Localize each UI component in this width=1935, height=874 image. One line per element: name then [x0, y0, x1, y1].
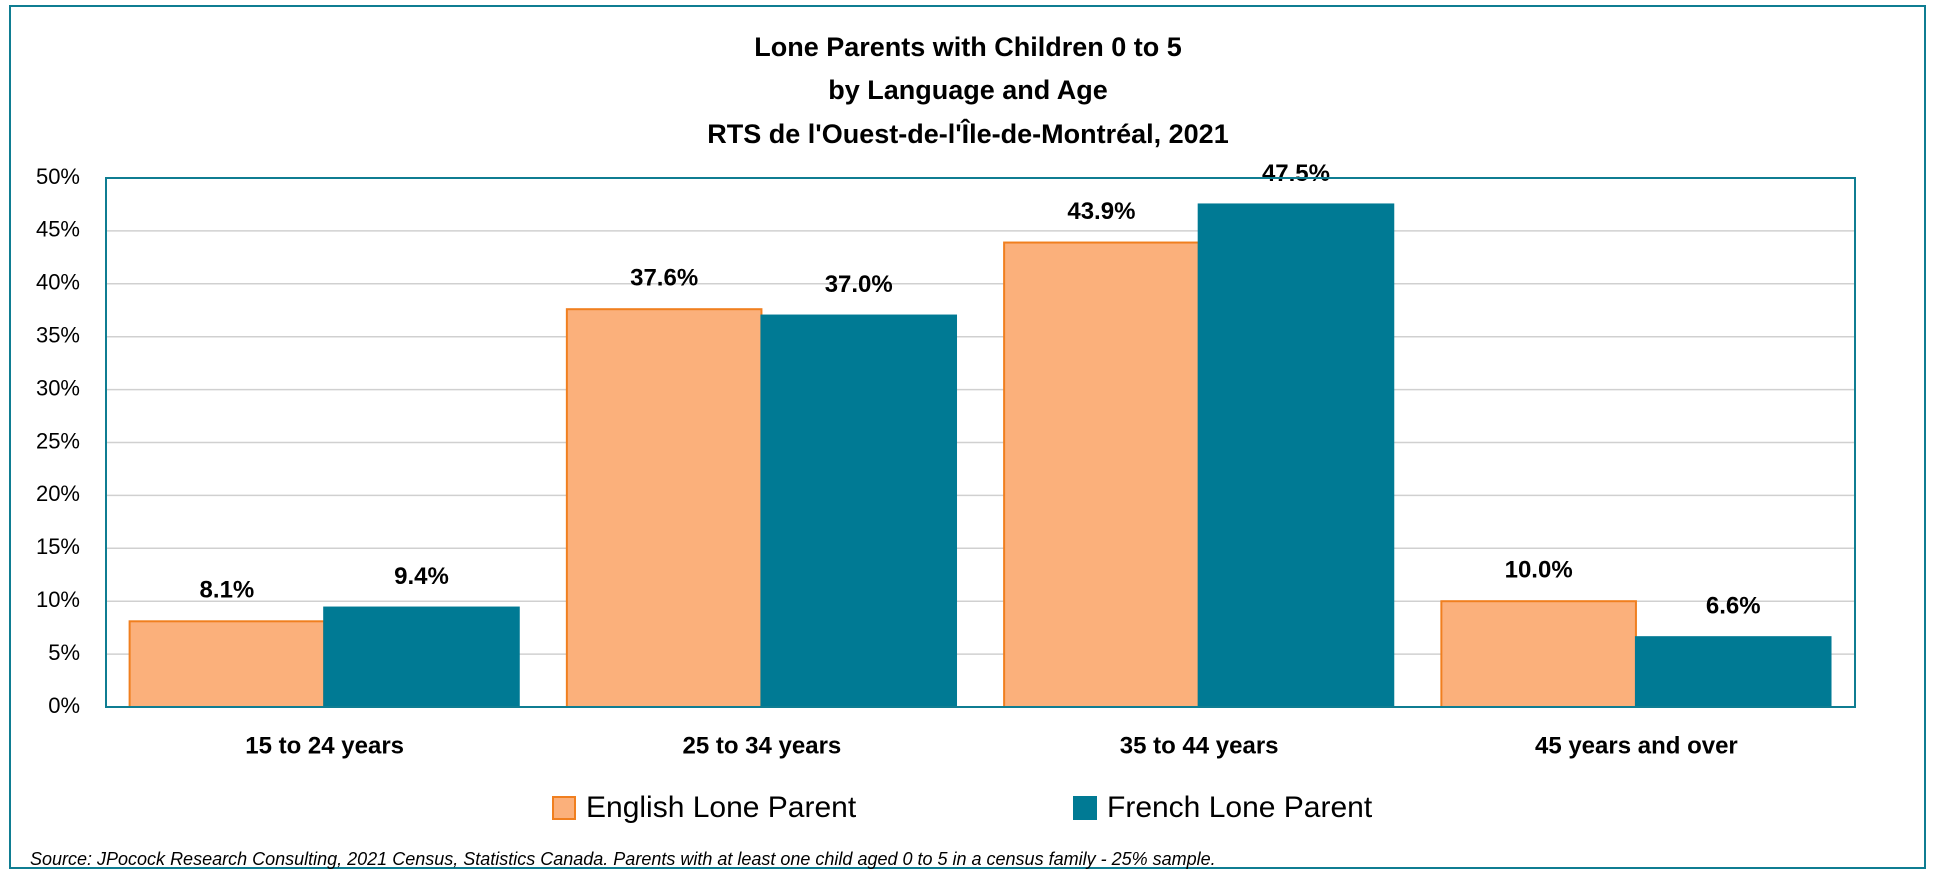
y-tick-label: 40%: [36, 270, 80, 295]
chart-title: RTS de l'Ouest-de-l'Île-de-Montréal, 202…: [707, 118, 1228, 149]
data-label: 8.1%: [200, 577, 255, 604]
plot-border: [105, 177, 1856, 708]
y-tick-label: 25%: [36, 428, 80, 453]
bar: [323, 606, 520, 708]
data-label: 9.4%: [394, 563, 449, 590]
bar: [1197, 203, 1395, 708]
frame: [9, 5, 1926, 869]
data-label: 10.0%: [1505, 557, 1573, 584]
bar: [1634, 636, 1832, 708]
y-tick-label: 15%: [36, 534, 80, 559]
x-tick-label: 15 to 24 years: [245, 732, 404, 759]
chart-title: Lone Parents with Children 0 to 5: [754, 32, 1182, 62]
y-tick-label: 50%: [36, 164, 80, 189]
y-tick-label: 20%: [36, 481, 80, 506]
source-note: Source: JPocock Research Consulting, 202…: [30, 849, 1216, 869]
legend-label: English Lone Parent: [586, 791, 857, 824]
data-label: 6.6%: [1706, 593, 1761, 620]
y-tick-label: 45%: [36, 217, 80, 242]
y-tick-label: 0%: [48, 693, 80, 718]
y-tick-label: 35%: [36, 323, 80, 348]
bar: [1440, 600, 1637, 709]
y-tick-label: 10%: [36, 587, 80, 612]
y-tick-label: 5%: [48, 640, 80, 665]
data-label: 47.5%: [1262, 160, 1330, 187]
legend-swatch: [552, 796, 576, 820]
data-label: 43.9%: [1067, 198, 1135, 225]
data-label: 37.6%: [630, 265, 698, 292]
x-tick-label: 45 years and over: [1535, 732, 1738, 759]
bar: [128, 620, 326, 708]
y-tick-label: 30%: [36, 375, 80, 400]
chart-title: by Language and Age: [828, 75, 1108, 105]
legend-label: French Lone Parent: [1107, 791, 1373, 824]
bar: [1003, 241, 1200, 708]
legend-swatch: [1073, 796, 1097, 820]
bar: [760, 314, 958, 708]
x-tick-label: 35 to 44 years: [1120, 732, 1279, 759]
data-label: 37.0%: [825, 271, 893, 298]
bar: [565, 308, 763, 708]
x-tick-label: 25 to 34 years: [682, 732, 841, 759]
